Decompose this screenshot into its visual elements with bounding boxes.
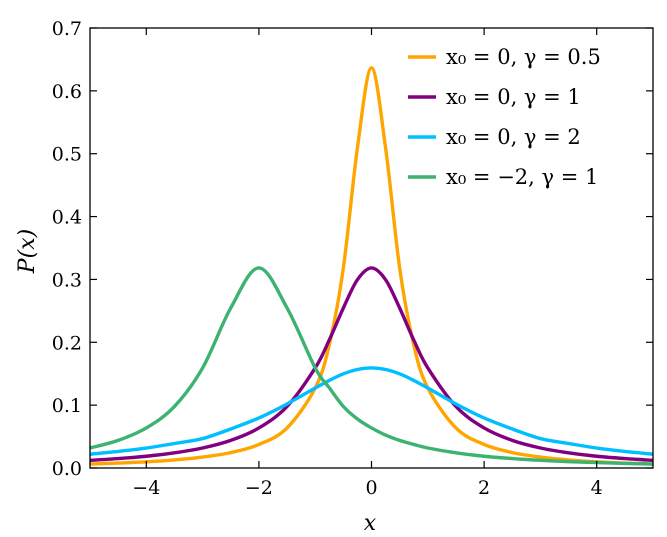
x-tick-label: −2 [245, 477, 273, 499]
legend-label-3: x₀ = 0, γ = 2 [446, 125, 581, 149]
x-axis-label: x [364, 511, 377, 536]
x-tick-label: 0 [365, 477, 377, 499]
series-line-3 [90, 366, 653, 456]
y-tick-label: 0.2 [52, 332, 82, 354]
axes-layer: −4 −2 0 2 4 0.0 0.1 0.2 0.3 0.4 0.5 0.6 0.7 [52, 18, 654, 499]
legend-label-4: x₀ = −2, γ = 1 [446, 165, 598, 189]
x-tick-label: 2 [478, 477, 490, 499]
series-line-2 [90, 266, 653, 463]
legend-label-1: x₀ = 0, γ = 0.5 [446, 45, 601, 69]
y-tick-label: 0.0 [52, 458, 82, 480]
y-tick-label: 0.5 [52, 144, 82, 166]
x-tick-label: −4 [132, 477, 160, 499]
series-line-4 [90, 266, 653, 466]
y-axis-label: P(x) [15, 229, 40, 274]
legend-label-2: x₀ = 0, γ = 1 [446, 85, 581, 109]
y-tick-label: 0.6 [52, 81, 82, 103]
x-tick-label: 4 [591, 477, 603, 499]
y-tick-label: 0.4 [52, 207, 82, 229]
legend: x₀ = 0, γ = 0.5 x₀ = 0, γ = 1 x₀ = 0, γ = … [408, 45, 601, 189]
series-layer [90, 66, 653, 466]
y-tick-label: 0.7 [52, 18, 82, 40]
y-tick-label: 0.1 [52, 395, 82, 417]
series-line-1 [90, 66, 653, 466]
y-tick-label: 0.3 [52, 269, 82, 291]
